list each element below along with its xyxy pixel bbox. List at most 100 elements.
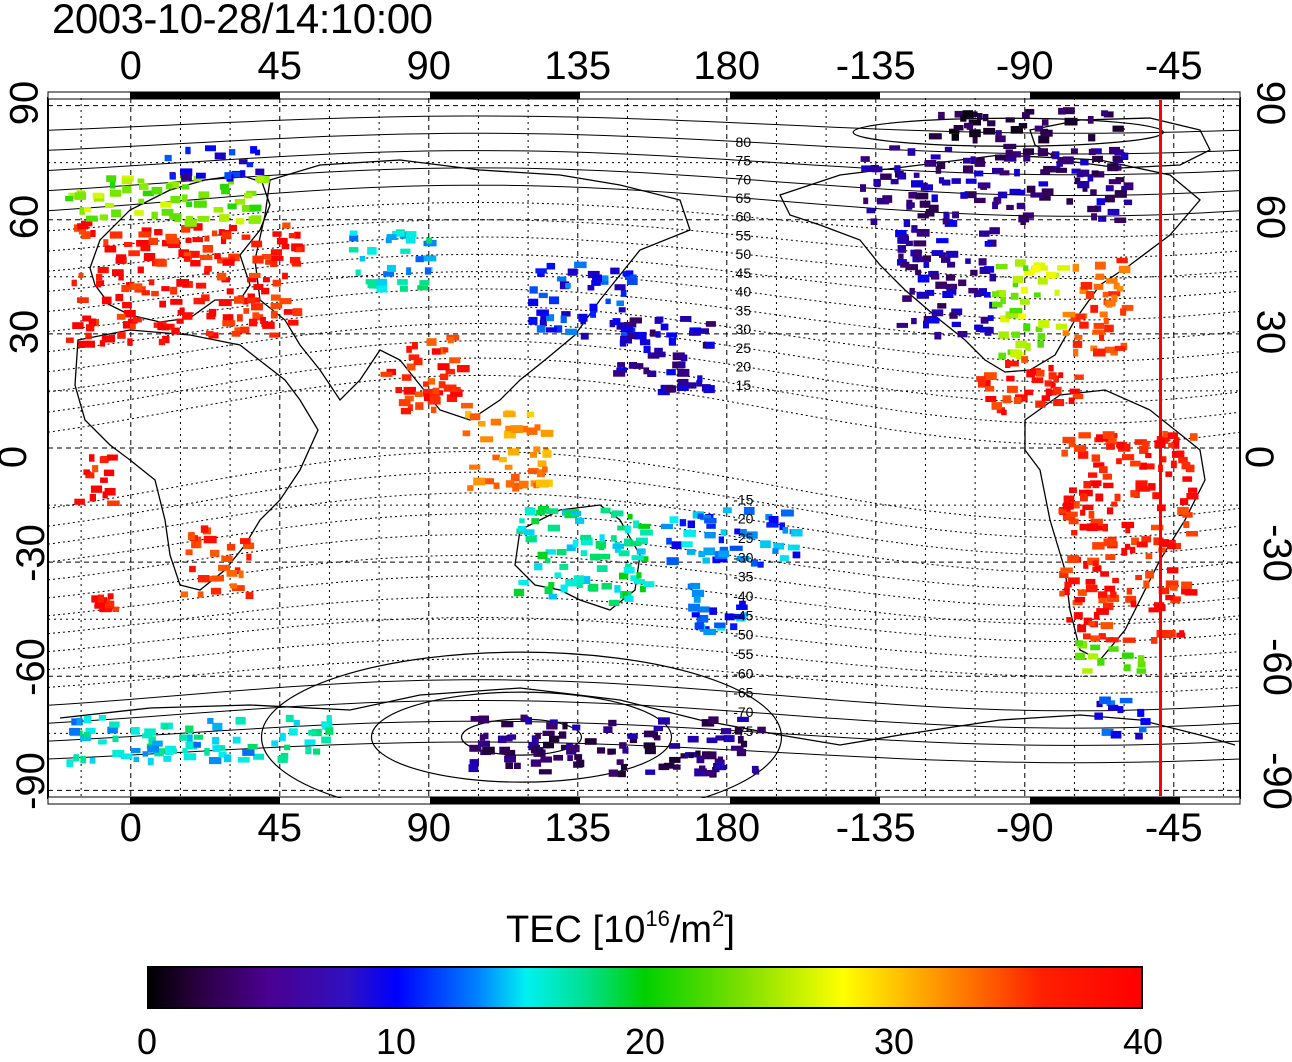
- tec-cell: [1088, 510, 1095, 519]
- tec-cell: [706, 737, 718, 744]
- tec-cell: [415, 402, 424, 410]
- tec-cell: [430, 406, 437, 414]
- latitude-label: 90: [1248, 81, 1292, 126]
- longitude-label: -90: [995, 806, 1054, 850]
- tec-cell: [270, 294, 281, 301]
- tec-cell: [76, 717, 82, 726]
- tec-cell: [85, 332, 92, 340]
- tec-cell: [1061, 449, 1068, 457]
- tec-cell: [251, 303, 263, 311]
- tec-cell: [355, 269, 361, 276]
- tec-cell: [975, 157, 985, 163]
- tec-cell: [1072, 501, 1080, 509]
- tec-cell: [1006, 375, 1015, 382]
- tec-cell: [1150, 524, 1164, 531]
- tec-cell: [542, 450, 552, 458]
- tec-cell: [1045, 271, 1056, 279]
- tec-cell: [1072, 263, 1079, 272]
- tec-cell: [109, 231, 123, 239]
- tec-cell: [101, 296, 112, 305]
- tec-cell: [1126, 587, 1133, 595]
- tec-cell: [620, 335, 632, 344]
- tec-cell: [160, 201, 172, 208]
- tec-cell: [1122, 652, 1134, 659]
- tec-cell: [512, 485, 520, 492]
- tec-cell: [974, 197, 986, 204]
- tec-cell: [960, 115, 967, 122]
- tec-cell: [313, 748, 321, 755]
- tec-cell: [666, 369, 676, 376]
- tec-cell: [931, 273, 940, 280]
- tec-cell: [1018, 214, 1030, 223]
- tec-cell: [519, 518, 525, 524]
- tec-cell: [1092, 329, 1105, 335]
- tec-cell: [99, 214, 108, 221]
- tec-cell: [1014, 259, 1026, 267]
- tec-cell: [643, 742, 656, 749]
- tec-cell: [140, 244, 151, 252]
- tec-cell: [1176, 450, 1185, 458]
- tec-cell: [1045, 388, 1052, 396]
- tec-cell: [326, 715, 332, 722]
- longitude-label: 90: [406, 806, 452, 850]
- tec-cell: [1087, 174, 1094, 182]
- tec-cell: [504, 755, 516, 763]
- tec-cell: [694, 622, 704, 630]
- tec-cell: [1055, 167, 1067, 173]
- tec-cell: [779, 522, 785, 531]
- tec-cell: [1074, 177, 1081, 185]
- tec-cell: [249, 204, 262, 212]
- tec-cell: [383, 271, 395, 277]
- tec-cell: [66, 337, 74, 343]
- tec-cell: [980, 316, 989, 324]
- tec-cell: [995, 154, 1007, 161]
- tec-cell: [180, 591, 188, 598]
- tec-cell: [1102, 523, 1108, 532]
- tec-cell: [949, 128, 960, 134]
- tec-cell: [632, 540, 641, 547]
- tec-cell: [110, 189, 121, 197]
- tec-cell: [423, 381, 429, 387]
- tec-cell: [84, 207, 91, 213]
- tec-cell: [984, 292, 991, 298]
- tec-cell: [250, 146, 258, 154]
- tec-cell: [112, 606, 119, 612]
- tec-cell: [926, 289, 935, 296]
- tec-cell: [996, 407, 1005, 414]
- tec-cell: [995, 130, 1002, 137]
- axis-bars: [47, 91, 1241, 805]
- tec-cell: [549, 296, 560, 305]
- tec-cell: [283, 309, 293, 315]
- tec-cell: [987, 315, 994, 321]
- tec-cell: [247, 297, 256, 304]
- tec-cell: [1010, 292, 1019, 300]
- tec-cell: [1079, 523, 1093, 531]
- tec-cell: [994, 196, 1000, 205]
- tec-cell: [636, 548, 646, 555]
- tec-cell: [535, 268, 547, 274]
- tec-cell: [226, 288, 234, 295]
- tec-cell: [958, 279, 967, 287]
- tec-cell: [1039, 193, 1051, 201]
- tec-cell: [143, 253, 156, 261]
- tec-cell: [289, 256, 301, 264]
- tec-cell: [911, 225, 918, 233]
- tec-cell: [1062, 436, 1076, 444]
- tec-cell: [617, 770, 626, 778]
- tec-cell: [212, 736, 220, 745]
- tec-cell: [252, 255, 264, 264]
- tec-cell: [1066, 198, 1073, 205]
- tec-cell: [656, 351, 666, 358]
- tec-cell: [478, 715, 489, 724]
- tec-cell: [716, 759, 725, 766]
- tec-cell: [1087, 116, 1094, 124]
- longitude-label: 45: [257, 806, 303, 850]
- tec-cell: [1176, 632, 1186, 638]
- tec-cell: [721, 728, 732, 735]
- tec-cell: [1108, 291, 1121, 297]
- tec-cell: [1122, 454, 1135, 461]
- tec-cell: [133, 317, 142, 323]
- latitude-label: -60: [8, 638, 53, 697]
- tec-cell: [1087, 653, 1099, 660]
- longitude-label: 180: [693, 44, 761, 88]
